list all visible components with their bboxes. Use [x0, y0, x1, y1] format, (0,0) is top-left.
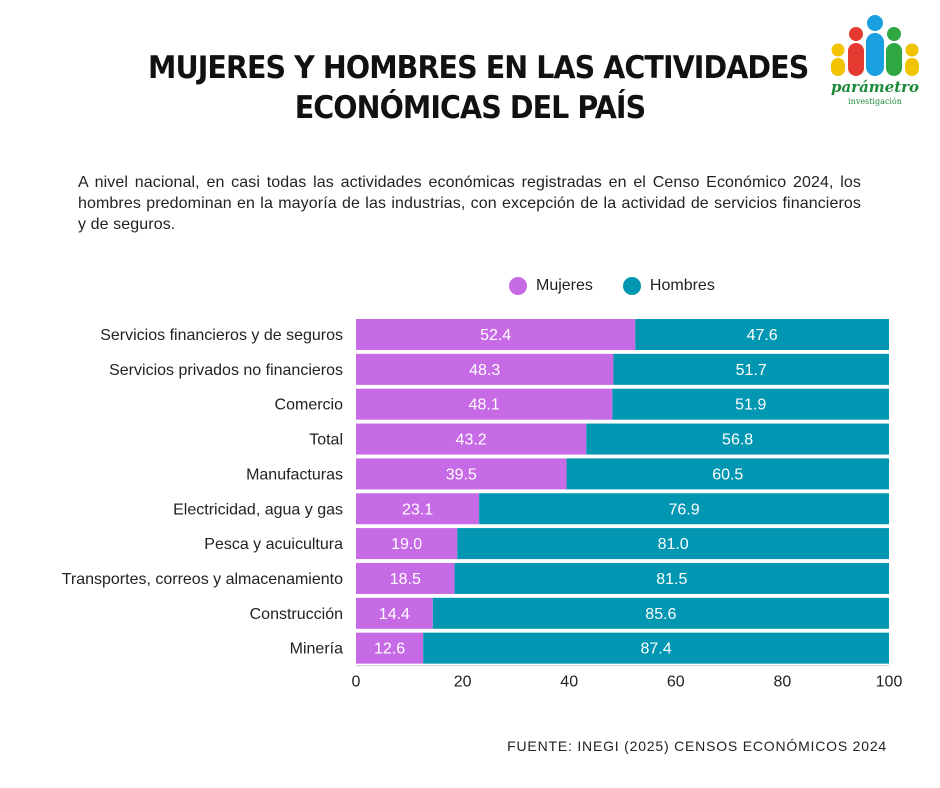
bar-hombres: [432, 597, 889, 629]
legend-dot-hombres: [622, 277, 641, 295]
x-tick-label: 0: [352, 674, 361, 691]
data-label-hombres: 56.8: [722, 432, 753, 449]
title-line-2: ECONÓMICAS DEL PAÍS: [294, 90, 646, 126]
title-line-1: MUJERES Y HOMBRES EN LAS ACTIVIDADES: [148, 50, 809, 86]
bar-hombres: [423, 632, 889, 664]
data-label-mujeres: 19.0: [391, 536, 422, 553]
bar-mujeres: [356, 493, 480, 525]
x-tick-label: 100: [876, 674, 903, 691]
bar-hombres: [457, 528, 889, 560]
data-label-hombres: 87.4: [641, 641, 672, 658]
category-label: Total: [309, 432, 343, 449]
bar-mujeres: [356, 597, 433, 629]
category-label: Electricidad, agua y gas: [173, 501, 343, 518]
x-tick-label: 40: [560, 674, 578, 691]
bar-hombres: [454, 562, 889, 594]
x-tick-label: 60: [667, 674, 685, 691]
data-label-hombres: 85.6: [645, 606, 676, 623]
bar-hombres: [586, 423, 889, 455]
data-label-hombres: 76.9: [668, 501, 699, 518]
chart-legend: Mujeres Hombres: [509, 275, 745, 297]
bar-mujeres: [356, 458, 567, 490]
bar-mujeres: [356, 353, 614, 385]
bar-hombres: [479, 493, 889, 525]
logo-tagline: investigación: [848, 97, 902, 106]
data-label-hombres: 81.5: [656, 571, 687, 588]
category-label: Pesca y acuicultura: [204, 536, 343, 553]
bar-hombres: [612, 388, 889, 420]
bar-mujeres: [356, 319, 636, 350]
category-label: Transportes, correos y almacenamiento: [62, 571, 343, 588]
bar-mujeres: [356, 562, 455, 594]
category-label: Manufacturas: [246, 466, 343, 483]
category-label: Servicios financieros y de seguros: [100, 327, 343, 344]
legend-item-mujeres: Mujeres: [509, 277, 593, 295]
category-label: Comercio: [275, 397, 344, 414]
data-label-hombres: 60.5: [712, 466, 743, 483]
logo-name: parámetro: [830, 78, 920, 96]
data-label-hombres: 51.7: [736, 362, 767, 379]
bar-mujeres: [356, 388, 613, 420]
legend-label-hombres: Hombres: [649, 277, 715, 294]
data-label-hombres: 81.0: [658, 536, 689, 553]
data-label-mujeres: 48.3: [469, 362, 500, 379]
category-label: Servicios privados no financieros: [109, 362, 343, 379]
brand-logo: parámetro investigación: [826, 14, 924, 114]
x-tick-label: 20: [454, 674, 472, 691]
bar-mujeres: [356, 528, 458, 560]
data-label-mujeres: 23.1: [402, 501, 433, 518]
bar-hombres: [613, 353, 889, 385]
bar-hombres: [635, 319, 889, 350]
legend-label-mujeres: Mujeres: [536, 277, 593, 294]
data-label-mujeres: 12.6: [374, 641, 405, 658]
legend-dot-mujeres: [509, 277, 527, 295]
category-label: Construcción: [250, 606, 343, 623]
data-label-mujeres: 18.5: [390, 571, 421, 588]
data-label-mujeres: 39.5: [446, 466, 477, 483]
source-note: FUENTE: INEGI (2025) CENSOS ECONÓMICOS 2…: [507, 738, 887, 754]
bar-hombres: [566, 458, 889, 490]
bar-mujeres: [356, 632, 424, 664]
data-label-hombres: 51.9: [735, 397, 766, 414]
people-logo-icon: [831, 15, 919, 76]
data-label-mujeres: 43.2: [456, 432, 487, 449]
data-label-hombres: 47.6: [747, 327, 778, 344]
data-label-mujeres: 52.4: [480, 327, 511, 344]
x-tick-label: 80: [774, 674, 792, 691]
data-label-mujeres: 48.1: [469, 397, 500, 414]
data-label-mujeres: 14.4: [379, 606, 410, 623]
category-label: Minería: [290, 641, 343, 658]
bar-mujeres: [356, 423, 587, 455]
intro-paragraph: A nivel nacional, en casi todas las acti…: [78, 174, 861, 233]
chart-title: MUJERES Y HOMBRES EN LAS ACTIVIDADES ECO…: [148, 48, 809, 128]
legend-item-hombres: Hombres: [622, 277, 715, 295]
